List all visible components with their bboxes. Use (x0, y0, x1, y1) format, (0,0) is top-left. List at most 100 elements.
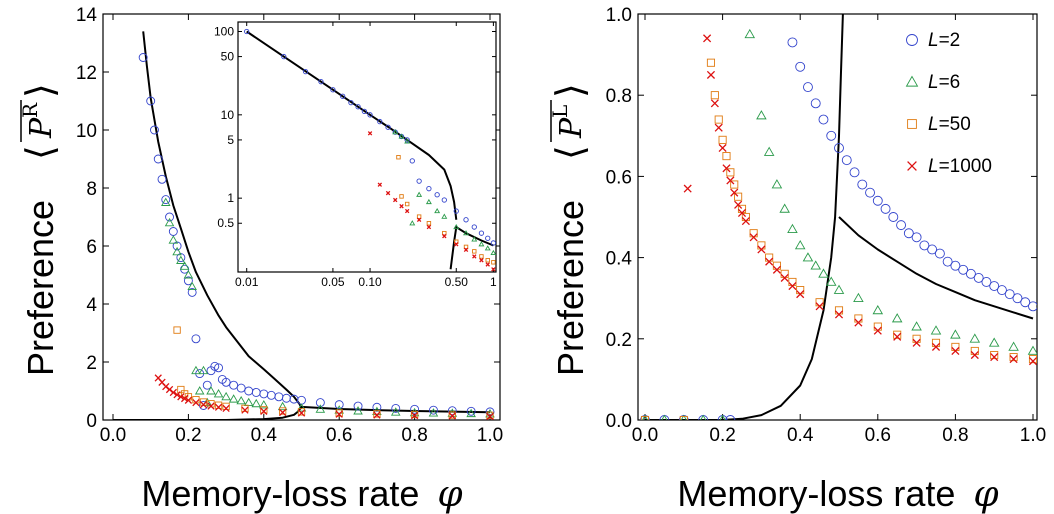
legend-marker (906, 34, 918, 46)
series-L-2 (640, 37, 1037, 420)
data-point (448, 411, 456, 419)
series-L-2 (138, 53, 495, 417)
data-point (990, 353, 999, 362)
data-point (187, 287, 197, 297)
data-point (970, 346, 979, 356)
data-point (810, 98, 821, 109)
data-point (970, 350, 979, 360)
y-tick-label: 0.2 (606, 330, 632, 351)
data-point (763, 146, 775, 156)
data-point (214, 401, 223, 409)
curve-theory-lower (113, 405, 491, 420)
data-point (353, 401, 363, 411)
data-point (441, 197, 447, 203)
data-point (478, 241, 485, 247)
y-tick-label: 0.4 (606, 249, 633, 270)
data-point (453, 208, 459, 214)
data-point (965, 268, 976, 279)
left-ylabel-bracket-open: ⟨ (20, 145, 62, 160)
curve-theory-falling (838, 216, 1034, 320)
data-point (834, 306, 844, 315)
data-point (714, 115, 723, 124)
legend-label: L=6 (928, 72, 960, 93)
data-point (222, 404, 230, 413)
data-point (990, 350, 999, 360)
data-point (485, 262, 490, 267)
right-x-axis-title: Memory-loss rate φ (677, 473, 999, 514)
data-point (202, 380, 212, 390)
data-point (361, 108, 368, 115)
data-point (391, 403, 401, 413)
data-point (484, 245, 491, 251)
data-point (404, 201, 410, 207)
data-point (172, 246, 182, 256)
data-point (281, 53, 287, 60)
data-point (826, 130, 837, 141)
data-point (244, 28, 250, 35)
data-point (714, 123, 723, 132)
data-point (393, 197, 398, 203)
right-ylabel-text: Preference (550, 200, 591, 376)
data-point (183, 276, 193, 286)
data-point (442, 233, 447, 239)
x-tick-label: 1.0 (477, 425, 503, 446)
y-tick-label: 100 (214, 24, 234, 38)
right-legend: L=2L=6L=50L=1000 (905, 30, 992, 177)
data-point (796, 290, 805, 299)
data-point (434, 192, 440, 198)
data-point (661, 414, 668, 420)
data-point (479, 258, 484, 263)
data-point (150, 125, 159, 135)
data-point (719, 414, 726, 420)
data-point (818, 114, 829, 125)
left-data-points (138, 53, 495, 420)
x-tick-label: 0.6 (865, 425, 891, 446)
data-point (372, 402, 382, 412)
data-point (191, 365, 201, 375)
data-point (297, 408, 306, 416)
data-point (396, 155, 401, 160)
data-point (486, 411, 494, 420)
data-point (410, 411, 419, 420)
data-point (795, 61, 806, 72)
y-tick-label: 10 (76, 121, 97, 142)
data-point (187, 281, 197, 291)
data-point (912, 334, 921, 343)
data-point (1004, 289, 1015, 300)
data-point (1012, 293, 1023, 304)
y-tick-label: 1.0 (606, 5, 632, 26)
legend-label-value: =1000 (939, 156, 992, 177)
data-point (355, 104, 361, 110)
data-point (367, 131, 373, 136)
data-point (911, 232, 922, 243)
data-point (410, 410, 419, 419)
left-plot-frame (102, 13, 501, 421)
series-L-2 (244, 28, 496, 246)
data-point (718, 135, 727, 144)
data-point (214, 403, 223, 411)
data-point (679, 415, 688, 420)
data-point (734, 192, 743, 201)
data-point (802, 252, 814, 262)
data-point (912, 338, 921, 347)
series-L-1000 (154, 374, 494, 420)
data-point (730, 188, 739, 197)
right-y-axis-title: Preference ⟨ P L ⟩ (548, 83, 592, 376)
data-point (335, 409, 343, 417)
data-point (772, 261, 781, 270)
right-x-axis: 0.0 0.2 0.4 0.6 0.8 1.0 (632, 14, 1046, 446)
y-tick-label: 12 (76, 63, 97, 84)
data-point (873, 326, 882, 335)
data-point (404, 137, 410, 143)
data-point (815, 298, 824, 307)
left-xlabel-symbol: φ (437, 474, 463, 514)
data-point (749, 233, 758, 242)
data-point (833, 284, 845, 294)
data-point (399, 204, 404, 209)
data-point (680, 414, 687, 420)
data-point (788, 277, 797, 287)
data-point (259, 389, 269, 399)
data-point (260, 406, 268, 414)
x-tick-label: 0.8 (401, 425, 427, 446)
data-point (865, 187, 875, 198)
